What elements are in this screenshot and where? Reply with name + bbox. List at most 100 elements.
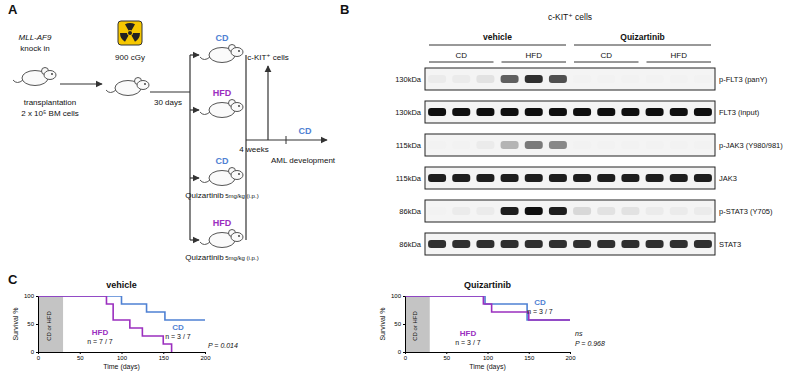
plot-area [38,296,205,352]
label: AML development [271,156,336,165]
band [573,240,591,248]
survival-chart: vehicleCD or HFDCDn = 3 / 7HFDn = 7 / 70… [12,280,238,371]
y-tick-mark [403,324,405,325]
band [621,174,639,182]
mouse-head [44,71,56,80]
antibody: STAT3 [719,240,741,249]
y-tick: 100 [24,293,38,299]
band [694,174,712,182]
band [694,207,712,215]
band [670,240,688,248]
y-tick-label: 0 [31,349,35,355]
band [525,207,543,215]
label: knock in [20,44,49,53]
mouse-tail [200,242,210,245]
x-tick: 150 [524,352,535,361]
band [597,240,615,248]
band [501,75,519,83]
harvest-label: c-KIT⁺ cells [247,53,289,62]
band [476,141,494,149]
x-tick: 200 [200,352,211,361]
arrow [190,239,199,240]
x-tick-label: 50 [77,355,84,361]
annotation: P = 0.968 [575,340,605,347]
label: transplantation [24,98,76,107]
y-axis: 0 50 100 [24,293,39,355]
band [670,141,688,149]
dose: 5mg/kg (i.p.) [225,255,258,261]
band [573,141,591,149]
band [621,108,639,116]
band [621,141,639,149]
y-tick: 50 [27,321,38,327]
panel-a: AMLL-AF9knock intransplantation2 x 10⁵ B… [8,2,336,262]
band [476,75,494,83]
y-axis-title: Survival % [379,307,386,340]
survival-line [38,296,205,320]
band [573,207,591,215]
y-tick: 50 [394,321,405,327]
antibody: p-FLT3 (panY) [719,75,768,84]
series-label: CD [172,323,184,332]
annotation: P = 0.014 [208,342,238,349]
band [452,141,470,149]
x-tick: 0 [37,352,41,361]
band [452,174,470,182]
band [597,75,615,83]
y-axis: 050100 [391,293,406,355]
plot-area [405,296,570,352]
x-axis-line [406,352,571,353]
y-tick-label: 50 [27,321,34,327]
group-diet: CD [216,33,229,43]
mouse [200,230,243,248]
x-tick: 0 [404,352,408,361]
antibody: p-STAT3 (Y705) [719,207,773,216]
band [549,240,567,248]
band [670,174,688,182]
x-axis-title: Time (days) [469,363,506,371]
treatment: vehicle [483,32,512,42]
band [525,240,543,248]
band [646,75,664,83]
n-label: n = 7 / 7 [87,338,113,345]
band [670,75,688,83]
antibody: FLT3 (input) [719,108,760,117]
x-axis: 050100150200 [404,352,576,361]
dose: 5mg/kg (i.p.) [225,193,258,199]
treatment: Quizartinib [185,191,224,200]
mouse-eye [144,83,146,85]
molecular-weight: 130kDa [395,108,422,117]
band [452,207,470,215]
divider-tick [286,136,287,144]
connector [150,91,190,92]
panel-label: B [340,2,349,17]
band [549,207,567,215]
band [428,240,446,248]
arrow [267,66,268,140]
band [452,75,470,83]
n-label: n = 3 / 7 [527,308,553,315]
radiation-blade [132,33,141,42]
mouse-head [231,103,243,112]
series-label: HFD [460,329,477,338]
mouse-head [231,48,243,57]
band [549,174,567,182]
radiation-icon [118,21,142,45]
molecular-weight: 86kDa [399,240,422,249]
mouse-head [231,171,243,180]
arrow [190,177,199,178]
band [501,141,519,149]
mouse-tail [200,112,210,115]
band [549,108,567,116]
band [646,108,664,116]
band [525,108,543,116]
blot-frame [425,68,715,90]
mouse-head [137,81,149,90]
x-tick-label: 100 [483,355,494,361]
survival-line [38,296,172,352]
treatment: Quizartinib [185,253,224,262]
annotation: ns [575,330,583,337]
molecular-weight: 115kDa [396,174,422,183]
band [646,174,664,182]
x-tick-label: 150 [524,355,535,361]
